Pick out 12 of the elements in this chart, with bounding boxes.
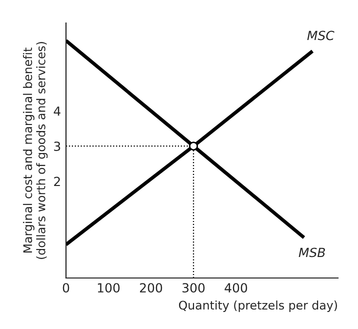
y-axis-title: Marginal cost and marginal benefit (dollars worth of goods and services) — [22, 42, 48, 259]
x-tick-label: 0 — [62, 283, 70, 293]
series-label: MSB — [298, 248, 325, 258]
y-tick-label: 4 — [54, 106, 60, 116]
x-tick-label: 300 — [182, 283, 205, 293]
x-tick-label: 400 — [224, 283, 248, 293]
x-axis-title: Quantity (pretzels per day) — [178, 300, 337, 312]
y-tick-label: 3 — [54, 142, 60, 152]
x-tick-label: 200 — [140, 283, 162, 293]
y-tick-label: 2 — [54, 176, 60, 186]
x-tick-label: 100 — [98, 283, 120, 293]
series-label: MSC — [307, 30, 334, 40]
